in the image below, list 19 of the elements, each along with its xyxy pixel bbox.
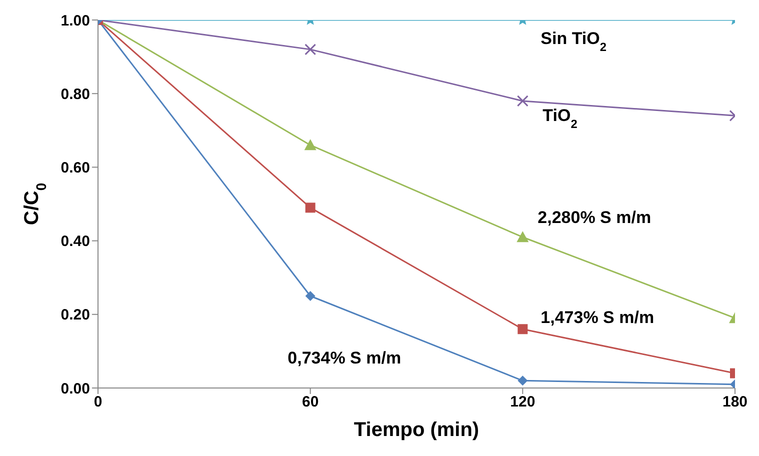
y-tick-label: 0.60 [60, 160, 90, 177]
series-label: TiO$_{2}$ [542, 106, 578, 131]
series-label: 0,734% S m/m [288, 348, 402, 368]
point [518, 376, 528, 386]
x-tick-label: 60 [302, 394, 319, 411]
point [305, 291, 316, 301]
series-label: Sin TiO$_{2}$ [540, 29, 607, 54]
series-label: 1,473% S m/m [540, 308, 654, 328]
y-tick-label: 0.40 [60, 233, 90, 250]
series-label: 2,280% S m/m [538, 208, 652, 228]
y-tick-label: 0.20 [60, 306, 90, 324]
y-tick-label: 1.00 [60, 12, 90, 30]
y-tick-label: 0.00 [60, 380, 90, 398]
x-tick-label: 180 [722, 394, 748, 411]
point [516, 95, 528, 107]
y-tick-label: 0.80 [60, 86, 90, 103]
x-tick-label: 120 [510, 394, 536, 411]
x-tick-label: 0 [94, 394, 102, 411]
x-axis-title: Tiempo (min) [354, 419, 480, 441]
